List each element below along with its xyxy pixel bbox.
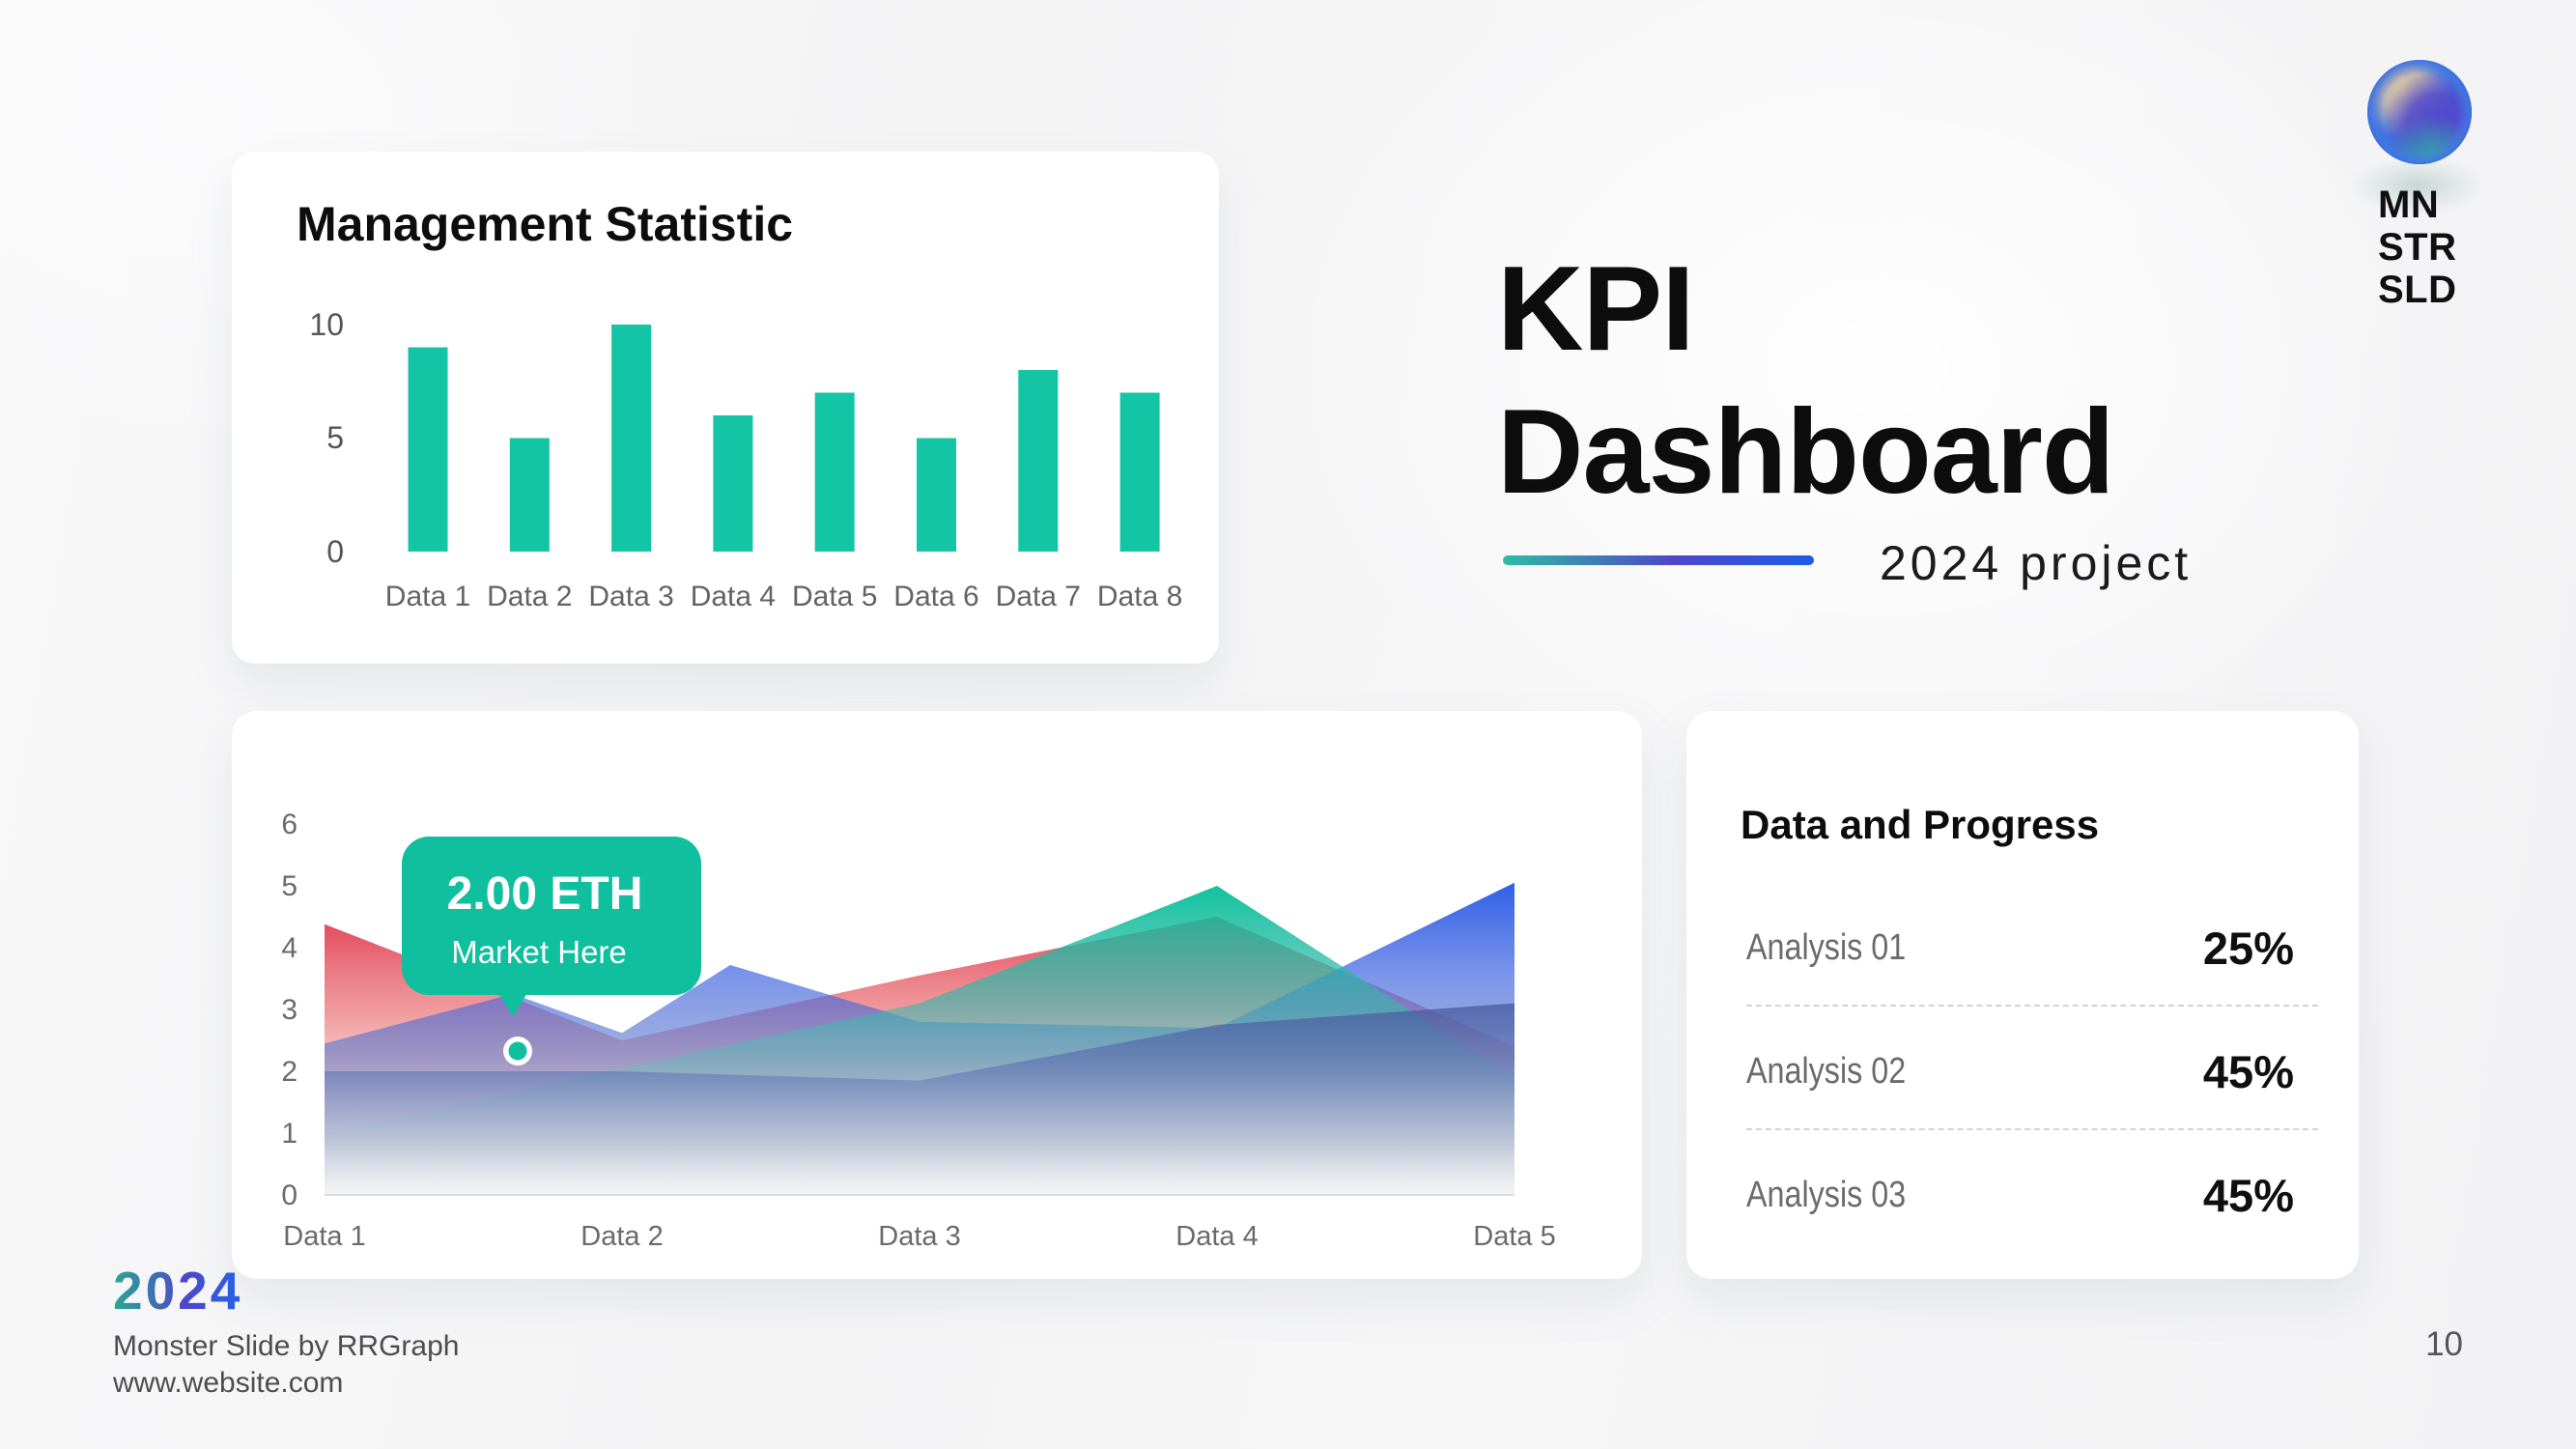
svg-text:Data 5: Data 5 (1473, 1221, 1555, 1252)
svg-text:5: 5 (326, 420, 344, 455)
svg-text:Market Here: Market Here (451, 934, 627, 970)
svg-text:Data 3: Data 3 (588, 581, 673, 612)
svg-text:Data 1: Data 1 (385, 581, 470, 612)
svg-text:2: 2 (281, 1056, 297, 1088)
svg-text:2.00 ETH: 2.00 ETH (447, 868, 643, 920)
svg-text:5: 5 (281, 870, 297, 902)
svg-text:Data 4: Data 4 (691, 581, 776, 612)
svg-text:1: 1 (281, 1118, 297, 1150)
svg-text:Data 2: Data 2 (487, 581, 572, 612)
svg-text:10: 10 (309, 307, 344, 342)
svg-text:Data 7: Data 7 (996, 581, 1081, 612)
svg-text:6: 6 (281, 809, 297, 840)
svg-text:Data 4: Data 4 (1175, 1221, 1258, 1252)
svg-text:3: 3 (281, 994, 297, 1026)
svg-text:Data 3: Data 3 (878, 1221, 960, 1252)
svg-text:Data 8: Data 8 (1097, 581, 1182, 612)
svg-text:Data 1: Data 1 (283, 1221, 365, 1252)
svg-text:0: 0 (281, 1179, 297, 1211)
svg-text:Data 2: Data 2 (580, 1221, 663, 1252)
svg-text:Data 6: Data 6 (893, 581, 978, 612)
svg-text:4: 4 (281, 932, 297, 964)
svg-text:Data 5: Data 5 (792, 581, 877, 612)
svg-text:0: 0 (326, 534, 344, 569)
